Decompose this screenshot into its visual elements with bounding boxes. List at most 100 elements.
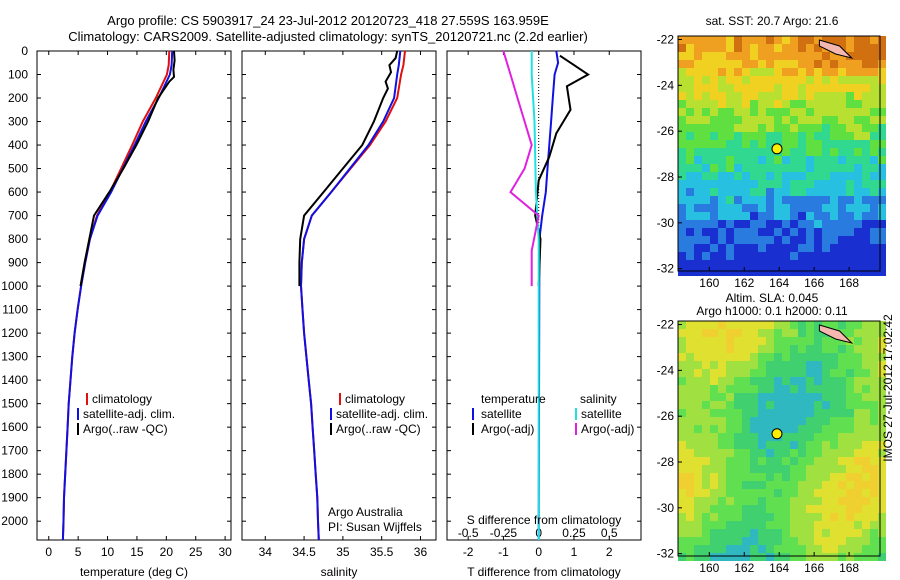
map-cell (678, 124, 686, 132)
map-cell (878, 36, 886, 44)
map-cell (846, 244, 854, 252)
map-cell (870, 108, 878, 116)
map-cell (702, 393, 710, 401)
map-cell (822, 172, 830, 180)
map-cell (678, 433, 686, 441)
map-cell (830, 212, 838, 220)
map-cell (838, 505, 846, 513)
map-cell (734, 401, 742, 409)
map-cell (838, 545, 846, 553)
map-cell (782, 521, 790, 529)
map-cell (862, 505, 870, 513)
map-cell (846, 44, 854, 52)
map-cell (878, 188, 886, 196)
map-cell (854, 116, 862, 124)
map-cell (782, 52, 790, 60)
map-x-tick-label: 162 (734, 561, 754, 575)
map-cell (870, 521, 878, 529)
map-cell (782, 441, 790, 449)
map-cell (822, 433, 830, 441)
map-cell (750, 116, 758, 124)
map-cell (702, 369, 710, 377)
map-cell (846, 92, 854, 100)
map-cell (830, 353, 838, 361)
map-cell (750, 204, 758, 212)
map-cell (726, 196, 734, 204)
map-cell (678, 148, 686, 156)
map-cell (686, 377, 694, 385)
map-cell (702, 252, 710, 260)
map-cell (702, 260, 710, 268)
map-cell (822, 100, 830, 108)
map-cell (766, 529, 774, 537)
map-cell (718, 100, 726, 108)
map-cell (782, 84, 790, 92)
map-cell (678, 449, 686, 457)
map-cell (878, 244, 886, 252)
map-cell (822, 204, 830, 212)
map-cell (814, 361, 822, 369)
map-cell (782, 140, 790, 148)
map-cell (694, 369, 702, 377)
map-cell (822, 156, 830, 164)
map-cell (758, 393, 766, 401)
map-cell (854, 345, 862, 353)
map-cell (830, 337, 838, 345)
map-cell (750, 68, 758, 76)
map-cell (774, 353, 782, 361)
map-cell (766, 180, 774, 188)
map-cell (718, 116, 726, 124)
map-cell (862, 252, 870, 260)
map-cell (710, 132, 718, 140)
map-cell (686, 204, 694, 212)
map-cell (806, 529, 814, 537)
map-cell (806, 465, 814, 473)
map-cell (878, 52, 886, 60)
map-cell (726, 337, 734, 345)
map-cell (838, 513, 846, 521)
map-cell (846, 180, 854, 188)
map-cell (702, 505, 710, 513)
map-cell (686, 188, 694, 196)
map-cell (870, 204, 878, 212)
map-cell (798, 212, 806, 220)
map-cell (790, 369, 798, 377)
map-cell (774, 497, 782, 505)
x-tick-label: 34.5 (292, 545, 316, 559)
map-cell (822, 220, 830, 228)
map-cell (838, 220, 846, 228)
map-cell (718, 84, 726, 92)
map-cell (838, 393, 846, 401)
map-cell (702, 68, 710, 76)
map-cell (830, 345, 838, 353)
map-cell (790, 457, 798, 465)
map-cell (814, 212, 822, 220)
map-cell (806, 401, 814, 409)
map-cell (758, 409, 766, 417)
map-cell (854, 425, 862, 433)
map-cell (758, 553, 766, 561)
depth-tick-label: 2000 (1, 514, 28, 528)
salinity-diff-tick-label: 0.25 (562, 526, 586, 540)
map-cell (870, 553, 878, 561)
map-cell (758, 180, 766, 188)
map-cell (846, 220, 854, 228)
map-cell (734, 377, 742, 385)
map-cell (718, 196, 726, 204)
map-cell (702, 236, 710, 244)
map-cell (718, 156, 726, 164)
map-cell (734, 156, 742, 164)
map-cell (878, 441, 886, 449)
map-cell (750, 337, 758, 345)
map-cell (750, 553, 758, 561)
map-cell (702, 481, 710, 489)
map-cell (678, 353, 686, 361)
map-cell (766, 345, 774, 353)
map-cell (750, 148, 758, 156)
map-cell (862, 116, 870, 124)
map-cell (678, 457, 686, 465)
map-cell (750, 260, 758, 268)
map-cell (710, 441, 718, 449)
map-cell (766, 124, 774, 132)
x-tick-label: 30 (218, 545, 232, 559)
